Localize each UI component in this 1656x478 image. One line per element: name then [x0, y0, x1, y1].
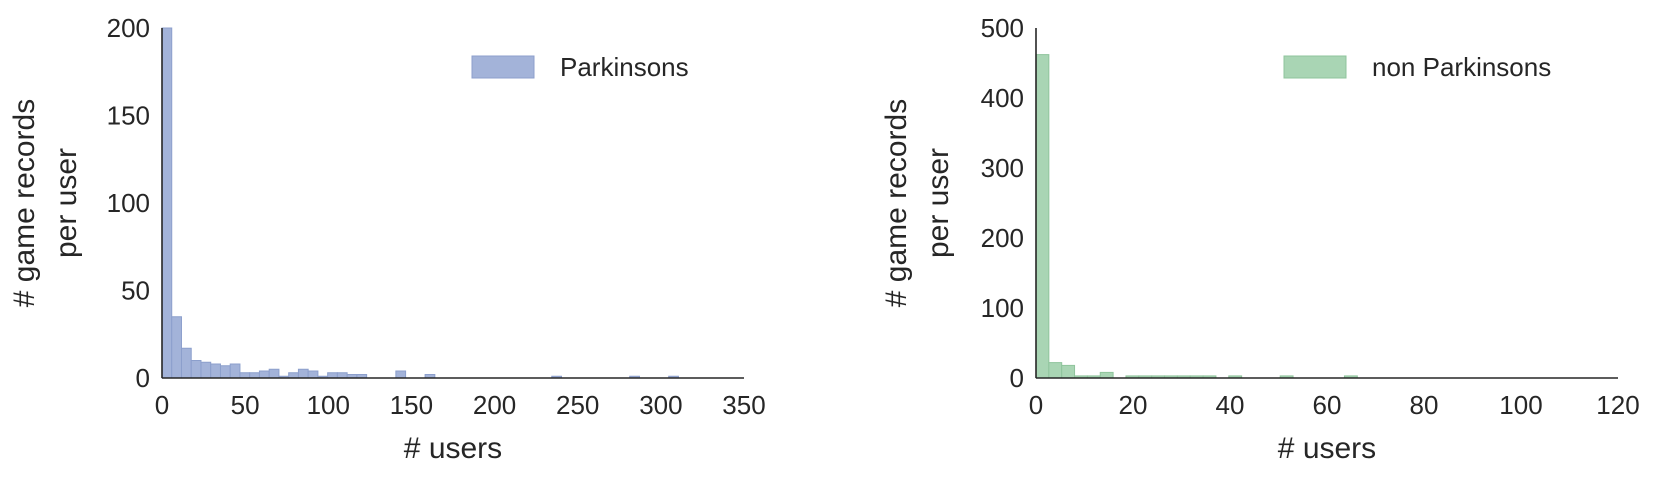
x-tick-label: 150	[390, 390, 433, 420]
histogram-bar	[1061, 364, 1076, 379]
bars	[1035, 54, 1358, 379]
histogram-bar	[171, 316, 182, 379]
y-tick-label: 300	[981, 153, 1024, 183]
histogram-bar	[219, 365, 231, 379]
x-tick-label: 50	[231, 390, 260, 420]
y-tick-label: 50	[121, 276, 150, 306]
y-tick-label: 150	[107, 101, 150, 131]
y-tick-labels: 0 50 100 150 200	[107, 13, 150, 393]
x-tick-label: 0	[1029, 390, 1043, 420]
histogram-bar	[161, 27, 173, 379]
y-tick-label: 0	[1010, 363, 1024, 393]
x-tick-label: 0	[155, 390, 169, 420]
y-tick-label: 100	[981, 293, 1024, 323]
legend-swatch	[1283, 55, 1347, 79]
x-tick-label: 250	[556, 390, 599, 420]
y-tick-label: 500	[981, 13, 1024, 43]
chart-non-parkinsons: 0 100 200 300 400 500 0 20 40 60 80 100 120 # users…	[880, 13, 1640, 465]
y-axis-label-line1: # game records	[880, 99, 913, 307]
histogram-bar	[190, 360, 202, 379]
legend-label: non Parkinsons	[1372, 52, 1551, 82]
y-tick-label: 100	[107, 188, 150, 218]
x-tick-label: 80	[1410, 390, 1439, 420]
x-tick-label: 100	[1499, 390, 1542, 420]
histogram-bar	[297, 368, 309, 379]
x-tick-label: 20	[1119, 390, 1148, 420]
x-tick-label: 100	[307, 390, 350, 420]
histogram-bar	[180, 347, 192, 379]
x-tick-labels: 0 20 40 60 80 100 120	[1029, 390, 1640, 420]
x-tick-label: 40	[1216, 390, 1245, 420]
legend: non Parkinsons	[1283, 52, 1551, 82]
y-axis-label-line2: per user	[922, 148, 955, 258]
histogram-bar	[210, 363, 221, 379]
x-axis-label: # users	[1278, 432, 1376, 465]
bars	[161, 27, 679, 379]
histogram-bar	[258, 370, 270, 379]
y-tick-label: 400	[981, 83, 1024, 113]
y-tick-label: 200	[107, 13, 150, 43]
histogram-bar	[1048, 362, 1063, 379]
histogram-bar	[307, 370, 319, 379]
histogram-bar	[1035, 54, 1050, 379]
x-tick-label: 60	[1313, 390, 1342, 420]
chart-parkinsons: 0 50 100 150 200 0 50 100 150 200 250 300 350 # use…	[8, 13, 766, 465]
x-tick-labels: 0 50 100 150 200 250 300 350	[155, 390, 766, 420]
y-axis-label-line1: # game records	[8, 99, 41, 307]
y-tick-labels: 0 100 200 300 400 500	[981, 13, 1024, 393]
legend-swatch	[471, 55, 535, 79]
histogram-bar	[268, 368, 280, 379]
x-tick-label: 300	[639, 390, 682, 420]
histogram-bar	[1099, 371, 1114, 379]
histogram-bar	[200, 361, 212, 379]
x-tick-label: 350	[722, 390, 765, 420]
y-tick-label: 200	[981, 223, 1024, 253]
x-tick-label: 200	[473, 390, 516, 420]
x-axis-label: # users	[404, 432, 502, 465]
histogram-bar	[229, 363, 241, 379]
legend-label: Parkinsons	[560, 52, 689, 82]
y-tick-label: 0	[136, 363, 150, 393]
x-tick-label: 120	[1596, 390, 1639, 420]
legend: Parkinsons	[471, 52, 689, 82]
y-axis-label-line2: per user	[50, 148, 83, 258]
histogram-bar	[395, 370, 407, 379]
